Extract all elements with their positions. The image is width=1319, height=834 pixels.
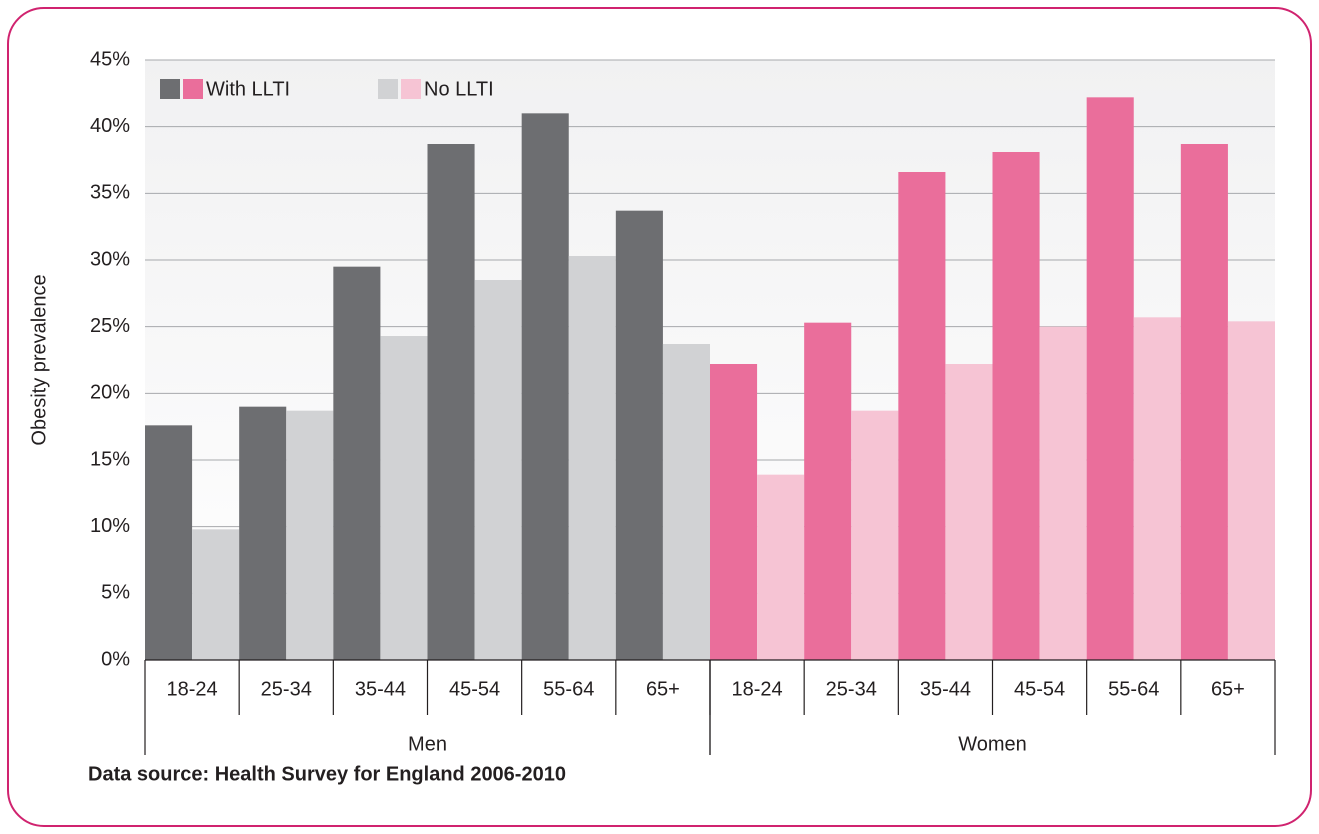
bar [898, 172, 946, 660]
y-tick-label: 10% [90, 515, 130, 537]
bar [1039, 326, 1087, 660]
bar [804, 322, 852, 660]
bar [474, 280, 522, 660]
y-tick-label: 20% [90, 382, 130, 404]
bar [427, 144, 475, 660]
bar [992, 152, 1040, 660]
bar [757, 474, 805, 660]
bar [192, 529, 240, 660]
bar [145, 425, 193, 660]
bar [1133, 317, 1181, 660]
x-tick-label: 55-64 [543, 678, 594, 700]
x-tick-label: 35-44 [355, 678, 406, 700]
bar [239, 406, 287, 660]
y-tick-label: 45% [90, 48, 130, 70]
bar [521, 113, 569, 661]
y-tick-label: 35% [90, 182, 130, 204]
x-tick-label: 55-64 [1108, 678, 1159, 700]
legend-swatch [378, 79, 398, 99]
x-tick-label: 18-24 [167, 678, 218, 700]
y-tick-label: 40% [90, 115, 130, 137]
bar [615, 210, 663, 660]
bar [333, 266, 381, 660]
legend-swatch [160, 79, 180, 99]
y-axis-label: Obesity prevalence [28, 274, 50, 445]
bar [945, 364, 993, 660]
x-tick-label: 45-54 [1014, 678, 1065, 700]
x-tick-label: 65+ [646, 678, 680, 700]
bar [1227, 321, 1275, 660]
bar [568, 256, 616, 660]
legend-label: No LLTI [424, 78, 494, 100]
x-tick-label: 25-34 [261, 678, 312, 700]
bar [851, 410, 899, 660]
bar [1180, 144, 1228, 660]
y-tick-label: 25% [90, 315, 130, 337]
bar [710, 364, 758, 660]
y-tick-label: 5% [101, 582, 130, 604]
legend-label: With LLTI [206, 78, 290, 100]
source-note: Data source: Health Survey for England 2… [88, 763, 566, 785]
bar [662, 344, 710, 660]
x-tick-label: 45-54 [449, 678, 500, 700]
bar [1086, 97, 1134, 661]
group-label: Women [958, 733, 1027, 755]
y-tick-label: 30% [90, 248, 130, 270]
x-tick-label: 25-34 [826, 678, 877, 700]
y-tick-label: 15% [90, 448, 130, 470]
x-tick-label: 35-44 [920, 678, 971, 700]
x-tick-label: 65+ [1211, 678, 1245, 700]
bar [286, 410, 334, 660]
group-label: Men [408, 733, 447, 755]
y-tick-label: 0% [101, 648, 130, 670]
bar [380, 336, 428, 660]
legend-swatch [183, 79, 203, 99]
x-tick-label: 18-24 [732, 678, 783, 700]
legend-swatch [401, 79, 421, 99]
